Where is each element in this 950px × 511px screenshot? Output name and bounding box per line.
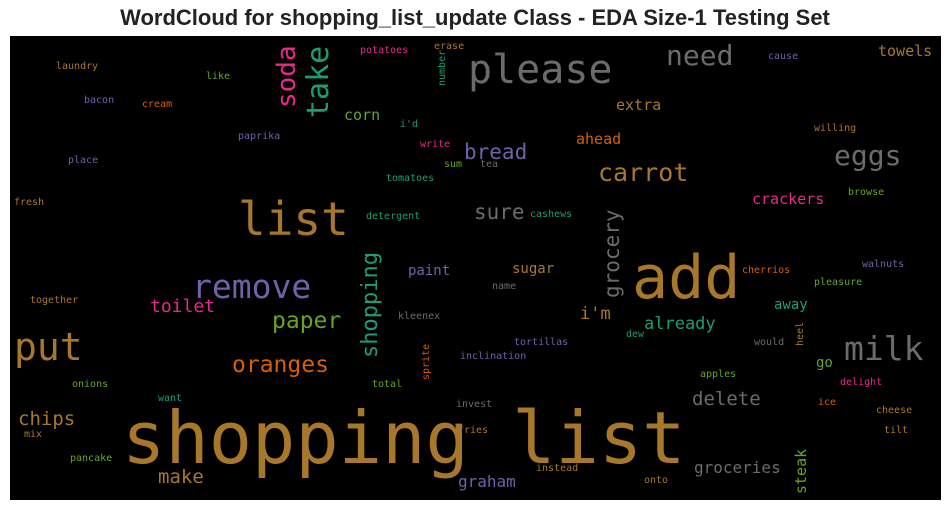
word-take: take [301, 45, 336, 118]
word-please: please [468, 47, 613, 93]
word-mix: mix [24, 429, 43, 440]
word-cloud-canvas: shopping list add list please put milk remove t… [10, 36, 941, 500]
word-potatoes: potatoes [360, 45, 409, 56]
word-chips: chips [18, 408, 76, 430]
word-tea: tea [480, 159, 499, 170]
word-groceries: groceries [694, 458, 781, 477]
word-like: like [206, 71, 231, 82]
word-tortillas: tortillas [514, 337, 569, 348]
word-i-d: i'd [400, 119, 419, 130]
word-tilt: tilt [884, 425, 909, 436]
word-pancake: pancake [70, 453, 113, 464]
word-apples: apples [700, 369, 737, 380]
word-need: need [666, 39, 734, 72]
word-together: together [30, 295, 79, 306]
word-heel: heel [795, 321, 806, 346]
word-i-m: i'm [580, 304, 611, 324]
word-onions: onions [72, 379, 109, 390]
word-cashews: cashews [530, 209, 573, 220]
word-willing: willing [814, 123, 857, 134]
word-write: write [420, 139, 451, 150]
word-toilet: toilet [150, 296, 216, 317]
word-instead: instead [536, 463, 579, 474]
word-put: put [14, 325, 83, 369]
word-oranges: oranges [232, 352, 329, 378]
word-sure: sure [474, 200, 525, 224]
word-soda: soda [272, 45, 302, 108]
word-cause: cause [768, 51, 799, 62]
word-grocery: grocery [600, 209, 624, 298]
word-extra: extra [616, 96, 662, 114]
word-fresh: fresh [14, 197, 45, 208]
word-paprika: paprika [238, 131, 281, 142]
word-bread: bread [464, 140, 528, 164]
word-shopping-list: shopping list [122, 396, 686, 480]
word-paint: paint [408, 263, 451, 279]
word-fries: fries [458, 425, 489, 436]
word-invest: invest [456, 399, 493, 410]
word-carrot: carrot [598, 158, 689, 187]
word-detergent: detergent [366, 211, 421, 222]
word-would: would [754, 337, 785, 348]
word-cream: cream [142, 99, 173, 110]
word-already: already [644, 314, 716, 334]
word-away: away [774, 297, 808, 313]
word-add: add [632, 243, 741, 313]
word-go: go [816, 355, 833, 371]
word-place: place [68, 155, 99, 166]
word-ahead: ahead [576, 130, 622, 148]
word-walnuts: walnuts [862, 259, 905, 270]
word-sugar: sugar [512, 261, 555, 277]
word-make: make [158, 466, 204, 488]
word-eggs: eggs [834, 139, 902, 172]
word-erase: erase [434, 41, 465, 52]
word-kleenex: kleenex [398, 311, 441, 322]
word-steak: steak [792, 448, 810, 494]
word-browse: browse [848, 187, 885, 198]
word-onto: onto [644, 475, 669, 486]
word-list: list [238, 192, 349, 246]
word-remove: remove [192, 267, 312, 306]
word-shopping: shopping [358, 252, 383, 358]
word-want: want [158, 393, 183, 404]
word-total: total [372, 379, 403, 390]
word-corn: corn [344, 106, 381, 124]
word-number: number [437, 49, 448, 86]
word-pleasure: pleasure [814, 277, 863, 288]
word-delete: delete [692, 388, 761, 410]
word-name: name [492, 281, 517, 292]
word-dew: dew [626, 329, 645, 340]
word-tomatoes: tomatoes [386, 173, 435, 184]
word-towels: towels [878, 42, 933, 60]
word-cheese: cheese [876, 405, 913, 416]
word-graham: graham [458, 472, 516, 491]
word-cherrios: cherrios [742, 265, 791, 276]
word-ice: ice [818, 397, 837, 408]
word-milk: milk [844, 329, 924, 368]
word-crackers: crackers [752, 190, 825, 208]
word-laundry: laundry [56, 61, 99, 72]
word-bacon: bacon [84, 95, 115, 106]
word-inclination: inclination [460, 351, 527, 362]
word-delight: delight [840, 377, 883, 388]
word-paper: paper [272, 308, 342, 334]
chart-title: WordCloud for shopping_list_update Class… [120, 5, 830, 30]
word-sprite: sprite [421, 343, 432, 380]
word-sum: sum [444, 159, 463, 170]
